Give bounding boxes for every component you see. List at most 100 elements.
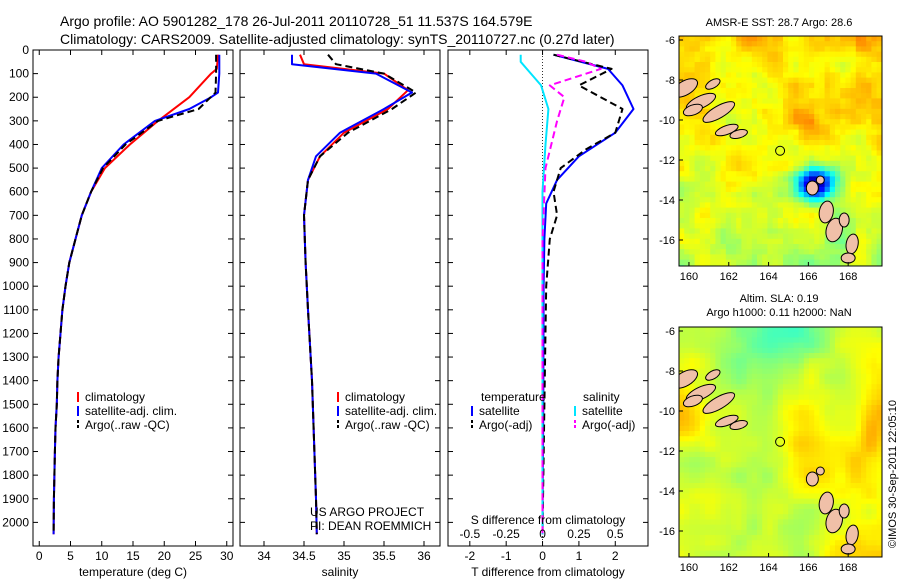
map-cell (746, 155, 753, 162)
map-cell (767, 347, 773, 354)
map-cell (876, 124, 882, 130)
map-cell (840, 457, 846, 463)
map-cell (751, 451, 758, 458)
map-cell (777, 550, 784, 557)
map-cell (746, 410, 753, 416)
map-cell (819, 415, 825, 421)
map-cell (694, 223, 701, 229)
map-cell (793, 249, 799, 255)
map-cell (736, 540, 742, 546)
map-cell (793, 493, 799, 499)
map-cell (731, 36, 737, 42)
map-cell (694, 503, 701, 510)
map-cell (850, 358, 857, 364)
map-cell (767, 394, 773, 401)
map-cell (751, 134, 758, 141)
map-cell (767, 493, 773, 499)
map-cell (757, 171, 763, 177)
map-cell (725, 457, 732, 463)
map-cell (840, 441, 846, 447)
map-cell (866, 36, 872, 42)
map-cell (699, 347, 706, 354)
map-cell (684, 353, 690, 359)
map-cell (824, 410, 831, 416)
map-cell (866, 108, 872, 115)
map-cell (803, 368, 810, 375)
map-cell (684, 171, 690, 177)
map-cell (824, 160, 831, 167)
map-cell (694, 337, 701, 343)
map-cell (731, 56, 737, 63)
map-cell (772, 379, 779, 385)
map-cell (824, 259, 831, 266)
map-cell (710, 181, 716, 188)
map-cell (694, 431, 701, 437)
map-cell (835, 425, 841, 432)
map-cell (850, 56, 857, 63)
map-cell (731, 457, 737, 463)
map-cell (829, 98, 836, 104)
map-cell (866, 399, 872, 406)
map-cell (720, 56, 727, 63)
map-cell (850, 119, 857, 125)
map-cell (720, 467, 727, 473)
map-cell (777, 415, 784, 421)
map-cell (793, 223, 799, 229)
map-cell (710, 467, 716, 473)
map-cell (855, 436, 862, 442)
map-cell (866, 394, 872, 401)
map-cell (725, 509, 732, 515)
map-cell (746, 62, 753, 68)
map-cell (736, 467, 742, 473)
map-cell (699, 337, 706, 343)
map-cell (881, 140, 882, 146)
map-cell (866, 358, 872, 364)
map-cell (809, 399, 815, 406)
map-cell (809, 212, 815, 219)
series-line-argo-raw-qc (303, 54, 417, 535)
map-cell (829, 108, 836, 115)
map-cell (777, 431, 784, 437)
map-cell (803, 264, 810, 266)
map-cell (798, 327, 805, 333)
map-cell (731, 368, 737, 375)
map-cell (855, 36, 862, 42)
map-cell (694, 56, 701, 63)
map-cell (694, 483, 701, 489)
map-cell (710, 124, 716, 130)
map-cell (757, 462, 763, 468)
map-cell (876, 379, 882, 385)
map-cell (814, 62, 820, 68)
map-cell (705, 420, 711, 427)
map-cell (881, 129, 882, 136)
map-cell (736, 103, 742, 110)
map-cell (861, 415, 867, 421)
map-cell (736, 353, 742, 359)
map-cell (725, 358, 732, 364)
map-cell (835, 540, 841, 546)
x-tick-label: 0 (36, 549, 43, 563)
map-cell (777, 212, 784, 219)
map-cell (777, 98, 784, 104)
map-cell (772, 446, 779, 453)
map-cell (741, 51, 747, 58)
map-cell (845, 98, 851, 104)
map-cell (767, 171, 773, 177)
map-cell (798, 103, 805, 110)
map-cell (793, 82, 799, 89)
map-cell (809, 249, 815, 255)
map-cell (694, 519, 701, 525)
map-cell (731, 514, 737, 520)
map-cell (741, 114, 747, 120)
map-cell (715, 228, 721, 234)
map-cell (788, 259, 794, 266)
map-cell (751, 119, 758, 125)
map-cell (855, 373, 862, 380)
map-cell (876, 431, 882, 437)
map-cell (705, 124, 711, 130)
map-cell (819, 103, 825, 110)
map-cell (741, 399, 747, 406)
map-cell (736, 202, 742, 208)
map-cell (715, 472, 721, 479)
map-cell (684, 477, 690, 484)
